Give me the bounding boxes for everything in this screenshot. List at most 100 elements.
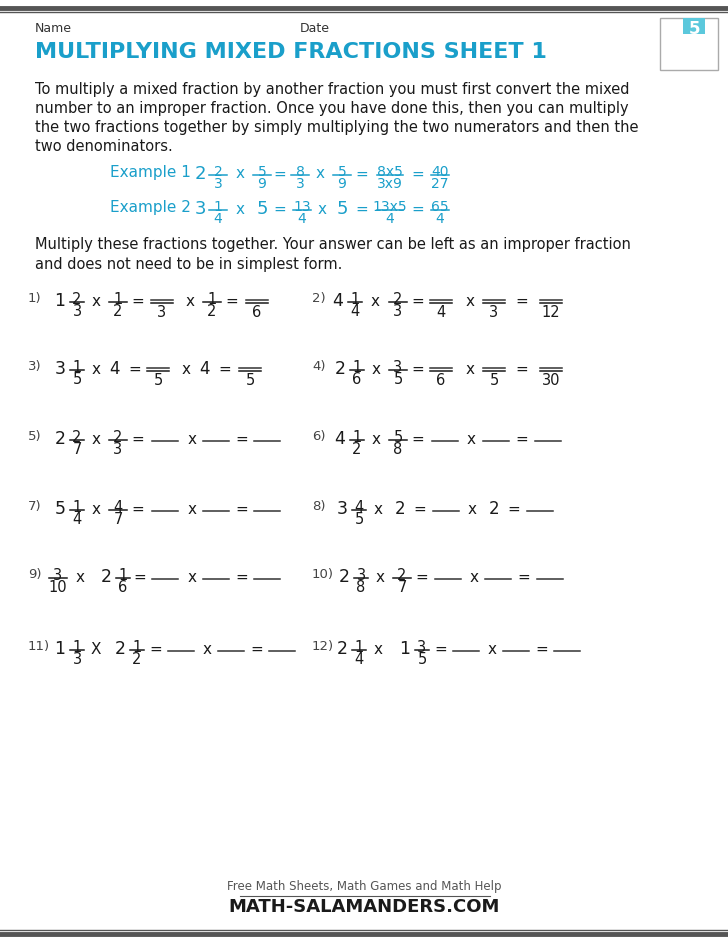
Text: x: x [371,294,379,308]
Text: 4: 4 [114,500,122,515]
Text: 6: 6 [253,305,261,320]
Text: 7: 7 [114,512,123,527]
Text: x: x [317,202,326,217]
Text: =: = [536,642,548,657]
Text: MATH-SALAMANDERS.COM: MATH-SALAMANDERS.COM [229,898,499,916]
Text: Multiply these fractions together. Your answer can be left as an improper fracti: Multiply these fractions together. Your … [35,237,631,252]
Text: =: = [416,570,428,584]
Text: x: x [92,362,100,377]
Text: 1: 1 [72,360,82,375]
Text: 4: 4 [436,305,446,320]
Text: 1: 1 [114,292,122,307]
Text: 1): 1) [28,292,41,305]
Text: 1: 1 [355,640,363,655]
Text: x: x [371,362,381,377]
Text: x: x [76,570,84,584]
Text: 4: 4 [355,652,363,667]
Text: =: = [515,431,529,447]
Text: 3: 3 [73,652,82,667]
Text: =: = [132,501,144,516]
Text: 8: 8 [296,165,304,179]
Text: 40: 40 [431,165,448,179]
Text: x: x [202,642,212,657]
Text: 2: 2 [72,292,82,307]
Text: 6): 6) [312,430,325,443]
Bar [683,18,705,34]
Text: =: = [129,362,141,377]
Text: x: x [470,570,478,584]
Text: Example 1: Example 1 [110,165,191,180]
Text: x: x [315,167,325,182]
Text: 5: 5 [258,165,266,179]
Text: =: = [236,431,248,447]
Text: 9: 9 [258,177,266,191]
Text: 2: 2 [213,165,222,179]
Text: 6: 6 [119,580,127,595]
Text: 1: 1 [352,430,362,445]
Text: 2: 2 [114,304,123,319]
Text: 5: 5 [338,165,347,179]
Text: 3: 3 [114,442,122,457]
Text: 11): 11) [28,640,50,653]
Text: 5: 5 [393,430,403,445]
Text: =: = [515,294,529,308]
Text: 8: 8 [393,442,403,457]
Text: 1: 1 [55,292,66,310]
Text: 13x5: 13x5 [373,200,407,214]
Text: x: x [188,431,197,447]
Text: x: x [186,294,194,308]
Text: 3: 3 [194,200,206,218]
Text: 27: 27 [431,177,448,191]
Text: x: x [371,431,381,447]
Text: number to an improper fraction. Once you have done this, then you can multiply: number to an improper fraction. Once you… [35,101,628,116]
Text: 12): 12) [312,640,334,653]
Text: 7: 7 [72,442,82,457]
Text: 30: 30 [542,373,561,388]
Text: 2: 2 [334,360,346,378]
Text: 3x9: 3x9 [377,177,403,191]
Text: 1: 1 [132,640,142,655]
Bar [660,18,718,70]
Text: 1: 1 [119,568,127,583]
Text: 10): 10) [312,568,334,581]
Text: =: = [274,202,286,217]
Text: Free Math Sheets, Math Games and Math Help: Free Math Sheets, Math Games and Math He… [226,880,502,893]
Text: 8x5: 8x5 [377,165,403,179]
Text: 3: 3 [296,177,304,191]
Text: =: = [226,294,238,308]
Text: x: x [188,570,197,584]
Text: To multiply a mixed fraction by another fraction you must first convert the mixe: To multiply a mixed fraction by another … [35,82,630,97]
Text: x: x [181,362,191,377]
Text: x: x [465,294,475,308]
Text: x: x [465,362,475,377]
Text: 1: 1 [72,640,82,655]
Text: 1: 1 [352,360,362,375]
Text: 2: 2 [336,640,347,658]
Text: 5: 5 [336,200,348,218]
Text: =: = [518,570,531,584]
Text: 6: 6 [436,373,446,388]
Text: x: x [467,501,477,516]
Text: 5): 5) [28,430,41,443]
Text: 4: 4 [386,212,395,226]
Text: 3: 3 [53,568,63,583]
Text: x: x [373,501,382,516]
Text: Example 2: Example 2 [110,200,191,215]
Text: 3: 3 [55,360,66,378]
Text: 3: 3 [336,500,347,518]
Text: Name: Name [35,22,72,35]
Text: X: X [91,642,101,657]
Text: x: x [235,202,245,217]
Text: 4: 4 [335,430,346,448]
Text: 4): 4) [312,360,325,373]
Text: =: = [250,642,264,657]
Text: 2: 2 [114,430,123,445]
Text: 9: 9 [338,177,347,191]
Text: 4: 4 [350,304,360,319]
Text: 1: 1 [350,292,360,307]
Text: =: = [411,294,424,308]
Text: MULTIPLYING MIXED FRACTIONS SHEET 1: MULTIPLYING MIXED FRACTIONS SHEET 1 [35,42,547,62]
Text: two denominators.: two denominators. [35,139,173,154]
Text: 5: 5 [417,652,427,667]
Text: 2): 2) [312,292,325,305]
